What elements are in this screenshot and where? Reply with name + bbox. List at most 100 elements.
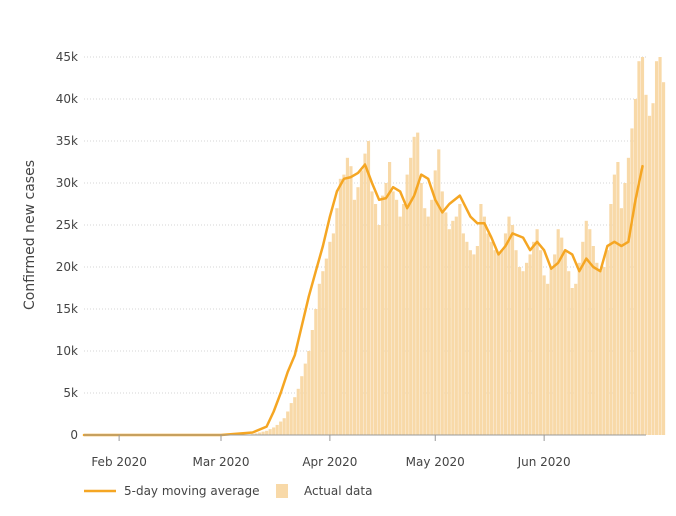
actual-data-bar (532, 241, 536, 435)
actual-data-bar (591, 246, 595, 435)
actual-data-bar (338, 178, 342, 436)
actual-data-bar (482, 216, 487, 435)
actual-data-bar (359, 170, 364, 435)
actual-data-bar (342, 174, 346, 435)
actual-data-bar (300, 376, 304, 435)
actual-data-bar (261, 431, 265, 435)
actual-data-bar (272, 427, 276, 435)
actual-data-bar (388, 162, 392, 435)
actual-data-bar (265, 430, 269, 435)
actual-data-bar (430, 199, 434, 435)
actual-data-bar (451, 220, 455, 435)
actual-data-bar (521, 271, 525, 435)
actual-data-bar (366, 141, 371, 435)
actual-data-bar (405, 174, 409, 435)
actual-data-bar (553, 254, 557, 435)
actual-data-bar (647, 115, 652, 436)
actual-data-bar (514, 250, 518, 435)
actual-data-bar (279, 421, 283, 435)
actual-data-bar (398, 216, 402, 435)
actual-data-bar (468, 250, 472, 435)
actual-data-bar (535, 229, 539, 435)
actual-data-bar (542, 275, 546, 435)
actual-data-bar (296, 388, 300, 435)
actual-data-bar (416, 132, 420, 435)
actual-data-bar (391, 191, 395, 435)
actual-data-bar (549, 267, 553, 435)
actual-data-bar (324, 258, 328, 435)
actual-data-bar (493, 250, 497, 435)
actual-data-bar (517, 267, 522, 435)
actual-data-bar (402, 204, 406, 435)
actual-data-bar (630, 128, 634, 435)
actual-data-bar (654, 61, 659, 435)
actual-data-bar (500, 250, 504, 435)
actual-data-bar (412, 136, 416, 436)
actual-data-bar (574, 283, 578, 435)
actual-data-bar (356, 187, 360, 435)
x-tick-label: Mar 2020 (192, 455, 249, 469)
actual-data-bar (489, 241, 494, 435)
y-tick-label: 30k (56, 176, 78, 190)
actual-data-bar (640, 57, 645, 435)
y-tick-label: 25k (56, 218, 78, 232)
actual-data-bar (444, 212, 448, 435)
actual-data-bar (479, 204, 483, 435)
y-tick-label: 40k (56, 92, 78, 106)
actual-data-bar (437, 149, 441, 435)
actual-data-bar (419, 183, 423, 435)
bar-layer (251, 57, 666, 436)
actual-data-bar (623, 183, 627, 435)
actual-data-bar (373, 204, 378, 435)
actual-data-bar (556, 229, 560, 435)
actual-data-bar (440, 191, 444, 435)
actual-data-bar (651, 103, 655, 435)
legend-bar-label: Actual data (304, 484, 372, 498)
actual-data-bar (510, 225, 515, 435)
y-tick-label: 0 (70, 428, 78, 442)
y-tick-label: 10k (56, 344, 78, 358)
actual-data-bar (475, 246, 479, 435)
actual-data-bar (447, 229, 451, 435)
actual-data-bar (524, 262, 529, 435)
actual-data-bar (609, 204, 613, 435)
actual-data-bar (461, 233, 465, 435)
legend-line-label: 5-day moving average (124, 484, 259, 498)
actual-data-bar (426, 216, 430, 435)
moving-average-line (82, 163, 644, 437)
x-tick-label: May 2020 (406, 455, 465, 469)
actual-data-bar (345, 157, 350, 436)
actual-data-bar (658, 57, 662, 435)
actual-data-bar (598, 271, 602, 435)
legend: 5-day moving average Actual data (84, 484, 372, 498)
actual-data-bar (472, 254, 476, 435)
actual-data-bar (626, 157, 631, 436)
actual-data-bar (289, 403, 293, 435)
actual-data-bar (349, 166, 353, 435)
actual-data-bar (595, 262, 599, 435)
x-tick-label: Jun 2020 (517, 455, 571, 469)
actual-data-bar (563, 250, 567, 435)
actual-data-bar (275, 424, 279, 435)
y-tick-label: 35k (56, 134, 78, 148)
actual-data-bar (303, 363, 307, 435)
actual-data-bar (496, 254, 501, 435)
actual-data-bar (380, 195, 385, 435)
actual-data-bar (503, 233, 508, 435)
actual-data-bar (539, 250, 543, 435)
actual-data-bar (321, 271, 325, 435)
x-tick-label: Feb 2020 (91, 455, 147, 469)
actual-data-bar (581, 241, 585, 435)
actual-data-bar (328, 241, 332, 435)
actual-data-bar (619, 208, 623, 435)
actual-data-bar (268, 429, 272, 435)
actual-data-bar (616, 162, 620, 435)
actual-data-bar (286, 411, 290, 435)
actual-data-bar (370, 191, 374, 435)
actual-data-bar (465, 241, 469, 435)
actual-data-bar (377, 225, 381, 435)
axis-layer (84, 434, 646, 441)
actual-data-bar (254, 433, 258, 435)
actual-data-bar (612, 174, 616, 435)
